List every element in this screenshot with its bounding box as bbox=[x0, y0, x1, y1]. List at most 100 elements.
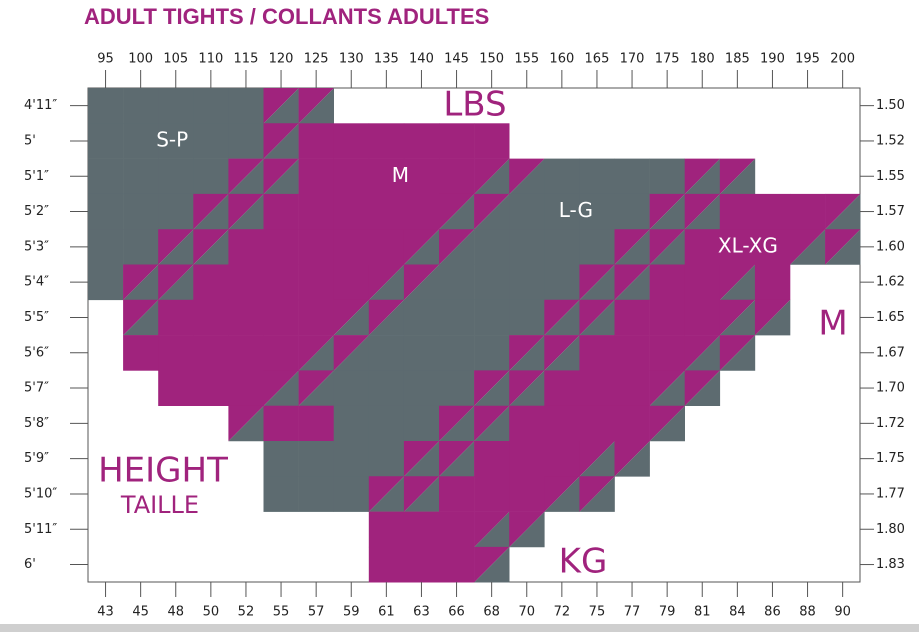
cell-half-gray bbox=[719, 264, 756, 301]
cell-magenta bbox=[403, 511, 440, 548]
cell-gray bbox=[88, 123, 124, 159]
lbs-tick-label: 185 bbox=[725, 52, 750, 67]
cell-half-gray bbox=[368, 264, 405, 301]
cell-magenta bbox=[509, 405, 545, 442]
cell-half-gray bbox=[368, 476, 405, 512]
cell-magenta bbox=[263, 335, 299, 371]
size-label: S-P bbox=[156, 127, 188, 151]
cell-magenta bbox=[298, 193, 334, 230]
cell-magenta bbox=[474, 441, 510, 477]
cell-magenta bbox=[298, 264, 334, 301]
height-tick-label: 4'11″ bbox=[24, 98, 57, 113]
cell-half-gray bbox=[298, 335, 334, 371]
cell-gray bbox=[439, 370, 475, 406]
cell-half-gray bbox=[439, 405, 475, 442]
cell-magenta bbox=[403, 158, 440, 195]
cell-magenta bbox=[228, 370, 264, 406]
cell-half-magenta bbox=[123, 299, 159, 336]
cell-half-magenta bbox=[439, 229, 475, 265]
cell-gray bbox=[123, 193, 159, 230]
cell-gray bbox=[403, 370, 440, 406]
cell-magenta bbox=[544, 405, 580, 442]
kg-tick-label: 79 bbox=[659, 605, 676, 620]
cell-half-gray bbox=[123, 264, 159, 301]
lbs-tick-label: 105 bbox=[163, 52, 188, 67]
cell-half-magenta bbox=[825, 229, 861, 265]
cell-half-gray bbox=[298, 370, 334, 406]
cell-half-magenta bbox=[403, 441, 440, 477]
kg-tick-label: 50 bbox=[203, 605, 220, 620]
cell-magenta bbox=[228, 264, 264, 301]
cell-half-gray bbox=[509, 370, 545, 406]
cell-half-gray bbox=[579, 441, 615, 477]
cell-gray bbox=[544, 229, 580, 265]
cell-magenta bbox=[684, 264, 721, 301]
cell-half-magenta bbox=[614, 264, 650, 301]
cell-gray bbox=[439, 335, 475, 371]
cell-half-gray bbox=[158, 264, 194, 301]
cell-half-gray bbox=[579, 299, 615, 336]
cell-magenta bbox=[439, 123, 475, 159]
cell-half-magenta bbox=[544, 476, 580, 512]
kg-tick-label: 90 bbox=[834, 605, 851, 620]
lbs-tick-label: 150 bbox=[479, 52, 504, 67]
cell-magenta bbox=[790, 193, 826, 230]
kg-tick-label: 72 bbox=[554, 605, 571, 620]
cell-half-magenta bbox=[368, 299, 405, 336]
cell-half-magenta bbox=[509, 335, 545, 371]
cell-half-magenta bbox=[123, 264, 159, 301]
cell-half-magenta bbox=[684, 193, 721, 230]
kg-tick-label: 59 bbox=[343, 605, 360, 620]
lbs-label: LBS bbox=[443, 85, 506, 125]
cell-gray bbox=[579, 193, 615, 230]
cell-half-magenta bbox=[684, 335, 721, 371]
cell-half-gray bbox=[509, 158, 545, 195]
cell-half-gray bbox=[474, 158, 510, 195]
cell-half-gray bbox=[403, 229, 440, 265]
cell-magenta bbox=[263, 193, 299, 230]
cell-half-gray bbox=[719, 158, 756, 195]
cell-half-magenta bbox=[298, 88, 334, 124]
cell-gray bbox=[544, 158, 580, 195]
cell-gray bbox=[474, 335, 510, 371]
cell-gray bbox=[298, 476, 334, 512]
cell-half-gray bbox=[684, 193, 721, 230]
cell-magenta bbox=[298, 158, 334, 195]
lbs-tick-label: 155 bbox=[514, 52, 539, 67]
cell-magenta bbox=[719, 193, 756, 230]
cell-half-magenta bbox=[509, 370, 545, 406]
cell-gray bbox=[649, 158, 685, 195]
m-tick-label: 1.50 bbox=[876, 98, 905, 113]
height-tick-label: 5'8″ bbox=[24, 416, 49, 431]
cell-gray bbox=[333, 405, 370, 442]
cell-gray bbox=[333, 441, 370, 477]
kg-tick-label: 61 bbox=[378, 605, 395, 620]
cell-half-magenta bbox=[403, 476, 440, 512]
cell-gray bbox=[123, 88, 159, 124]
cell-half-gray bbox=[439, 193, 475, 230]
lbs-tick-label: 145 bbox=[444, 52, 469, 67]
lbs-tick-label: 100 bbox=[128, 52, 153, 67]
cell-magenta bbox=[579, 335, 615, 371]
cell-half-gray bbox=[228, 405, 264, 442]
cell-gray bbox=[403, 405, 440, 442]
cell-gray bbox=[368, 405, 405, 442]
lbs-tick-label: 200 bbox=[830, 52, 855, 67]
cell-magenta bbox=[298, 123, 334, 159]
cell-half-gray bbox=[403, 264, 440, 301]
cell-half-magenta bbox=[368, 264, 405, 301]
cell-half-magenta bbox=[474, 546, 510, 583]
cell-magenta bbox=[368, 546, 405, 583]
cell-gray bbox=[614, 193, 650, 230]
cell-gray bbox=[544, 264, 580, 301]
height-tick-label: 5'6″ bbox=[24, 345, 49, 360]
cell-magenta bbox=[474, 123, 510, 159]
cell-half-magenta bbox=[754, 299, 791, 336]
cell-gray bbox=[474, 264, 510, 301]
cell-half-magenta bbox=[579, 441, 615, 477]
cell-half-magenta bbox=[474, 405, 510, 442]
cell-magenta bbox=[368, 229, 405, 265]
cell-gray bbox=[509, 229, 545, 265]
cell-half-gray bbox=[474, 405, 510, 442]
cell-magenta bbox=[403, 123, 440, 159]
